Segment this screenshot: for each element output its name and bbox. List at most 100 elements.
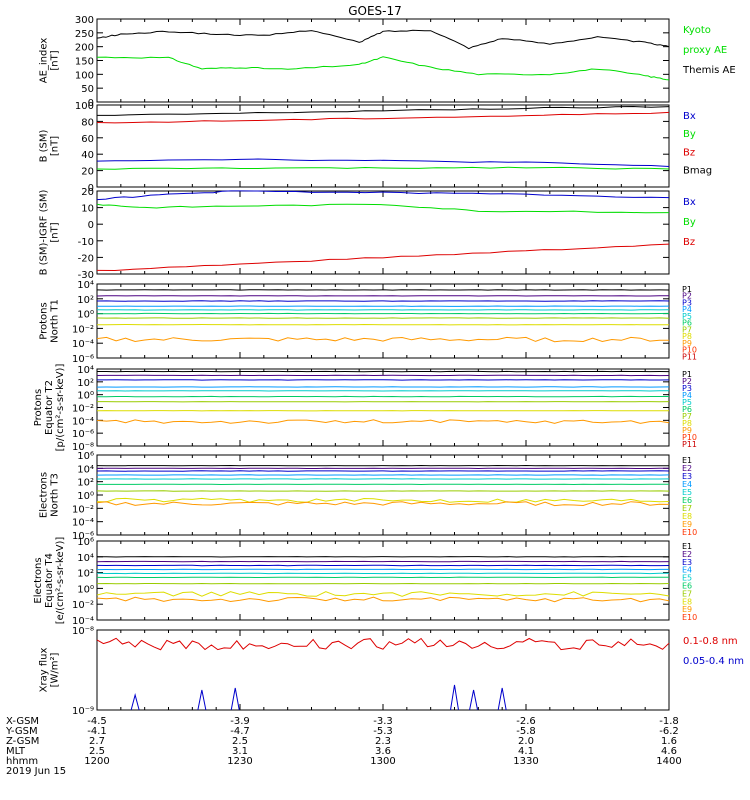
axis-row-label: Z-GSM bbox=[6, 736, 39, 747]
y-tick-label: 10⁰ bbox=[77, 584, 94, 595]
panel-pequator: 10⁻⁸ 10⁻⁶ 10⁻⁴10⁻² 10⁰ 10² 10⁴ Protons Equator … bbox=[33, 364, 697, 453]
axis-row-value: 1.6 bbox=[661, 736, 677, 747]
axis-row-value: 1230 bbox=[227, 756, 252, 767]
y-tick-label: 60 bbox=[81, 134, 94, 145]
y-axis-label: B (SM) bbox=[39, 129, 50, 162]
legend-entry: E4 bbox=[682, 480, 692, 489]
legend-entry: P5 bbox=[682, 398, 692, 407]
axis-row-value: 2.5 bbox=[89, 746, 105, 757]
legend-entry: E5 bbox=[682, 574, 692, 583]
legend-entry: P11 bbox=[682, 352, 697, 361]
panel-frame bbox=[96, 540, 670, 621]
y-axis-label: [nT] bbox=[50, 136, 61, 156]
y-tick-label: 10⁴ bbox=[77, 553, 94, 564]
y-tick-label: 150 bbox=[75, 57, 94, 68]
y-axis-label: North T1 bbox=[50, 299, 61, 343]
y-tick-label: 10⁻⁶ bbox=[72, 429, 94, 440]
legend-entry: E3 bbox=[682, 558, 692, 567]
series-line-bx bbox=[96, 158, 670, 167]
axis-row-value: 3.1 bbox=[232, 746, 248, 757]
y-axis-label: North T3 bbox=[50, 473, 61, 517]
channel-trace bbox=[96, 419, 670, 424]
y-tick-label: 10⁰ bbox=[77, 491, 94, 502]
y-tick-label: 10² bbox=[77, 569, 94, 580]
legend-entry: P8 bbox=[682, 419, 692, 428]
y-tick-label: 10 bbox=[81, 204, 94, 215]
series-line-bx bbox=[96, 190, 670, 201]
legend-entry: P10 bbox=[682, 346, 697, 355]
legend-entry: E4 bbox=[682, 566, 692, 575]
y-tick-label: 10⁻⁴ bbox=[72, 518, 94, 529]
series-spike-0.05-0.4-nm bbox=[130, 693, 140, 711]
series-spike-0.05-0.4-nm bbox=[469, 689, 479, 711]
legend-entry: P9 bbox=[682, 426, 692, 435]
y-tick-label: 10⁻⁸ bbox=[72, 626, 94, 637]
y-tick-label: 10⁻⁶ bbox=[72, 354, 94, 365]
y-tick-label: 10⁴ bbox=[77, 365, 94, 376]
series-line-0.1-0.8-nm bbox=[96, 637, 670, 651]
legend-entry: P5 bbox=[682, 312, 692, 321]
legend-entry: By bbox=[683, 129, 696, 140]
y-tick-label: 250 bbox=[75, 29, 94, 40]
axis-row-value: -5.8 bbox=[516, 726, 536, 737]
series-spike-0.05-0.4-nm bbox=[197, 689, 207, 711]
y-tick-label: 10⁰ bbox=[77, 391, 94, 402]
legend-entry: E10 bbox=[682, 613, 697, 622]
axis-row-value: 3.6 bbox=[375, 746, 391, 757]
legend-entry: Bmag bbox=[683, 166, 712, 177]
y-tick-label: 10⁴ bbox=[77, 464, 94, 475]
legend-entry: E5 bbox=[682, 488, 692, 497]
legend-entry: Bz bbox=[683, 147, 695, 158]
axis-row-value: 2.5 bbox=[232, 736, 248, 747]
series-spike-0.05-0.4-nm bbox=[497, 687, 507, 711]
legend-entry: P11 bbox=[682, 440, 697, 449]
axis-row-value: 1400 bbox=[656, 756, 681, 767]
axis-row-value: -3.9 bbox=[230, 716, 250, 727]
channel-trace bbox=[96, 501, 670, 507]
legend-entry: Kyoto bbox=[683, 25, 711, 36]
legend-entry: E7 bbox=[682, 589, 692, 598]
axis-row-value: -4.5 bbox=[87, 716, 107, 727]
axis-row-value: -3.3 bbox=[373, 716, 393, 727]
legend-entry: P2 bbox=[682, 292, 692, 301]
plot-title: GOES-17 bbox=[348, 4, 402, 18]
y-tick-label: 10⁻² bbox=[72, 404, 94, 415]
legend-entry: E1 bbox=[682, 456, 692, 465]
legend-entry: P4 bbox=[682, 391, 692, 400]
axis-row-value: -5.3 bbox=[373, 726, 393, 737]
axis-row-value: 4.6 bbox=[661, 746, 677, 757]
y-axis-label: B (SM)-IGRF (SM) bbox=[39, 190, 50, 276]
legend-entry: P4 bbox=[682, 305, 692, 314]
y-axis-label: Xray flux bbox=[39, 648, 50, 693]
y-tick-label: 10⁻² bbox=[72, 504, 94, 515]
legend-entry: E3 bbox=[682, 472, 692, 481]
y-tick-label: 10⁴ bbox=[77, 280, 94, 291]
y-tick-label: 0 bbox=[88, 183, 94, 194]
legend-entry: 0.05-0.4 nm bbox=[683, 656, 744, 667]
y-tick-label: 10² bbox=[77, 478, 94, 489]
panel-eequator: 10⁻⁴ 10⁻² 10⁰ 10² 10⁴ 10⁶ Electrons Equator T4[… bbox=[33, 537, 697, 627]
y-axis-label: Electrons bbox=[39, 472, 50, 518]
axis-row-label: X-GSM bbox=[6, 716, 39, 727]
y-tick-label: 0 bbox=[88, 98, 94, 109]
panel-xray: 10⁻⁹ 10⁻⁸ Xray flux [W/m²] 0.1-0.8 nm 0.05-0.… bbox=[39, 626, 745, 717]
panel-ae: 0 50 100 150 200 250 300 AE_index [nT] Kyoto proxy… bbox=[39, 15, 736, 109]
legend-entry: P7 bbox=[682, 325, 692, 334]
panel-frame bbox=[96, 283, 670, 359]
panel-frame bbox=[96, 190, 670, 275]
panel-bigrf: -30 -20 -10 0 10 20 B (SM)-IGRF (SM) [nT] Bx By Bz bbox=[39, 187, 696, 281]
y-tick-label: 10⁻⁴ bbox=[72, 416, 94, 427]
panel-frame bbox=[96, 104, 670, 188]
y-tick-label: -30 bbox=[78, 270, 94, 281]
panel-pnorth: 10⁻⁶ 10⁻⁴ 10⁻² 10⁰ 10² 10⁴ Protons North T1 P1P2… bbox=[39, 280, 698, 365]
legend-entry: E10 bbox=[682, 528, 697, 537]
axis-row-value: 2.7 bbox=[89, 736, 105, 747]
series-line-themis-ae bbox=[96, 29, 670, 50]
legend-entry: Bx bbox=[683, 197, 696, 208]
legend-entry: E9 bbox=[682, 520, 692, 529]
series-line-by bbox=[96, 166, 670, 170]
y-tick-label: 10⁻⁶ bbox=[72, 531, 94, 542]
legend-entry: P8 bbox=[682, 332, 692, 341]
